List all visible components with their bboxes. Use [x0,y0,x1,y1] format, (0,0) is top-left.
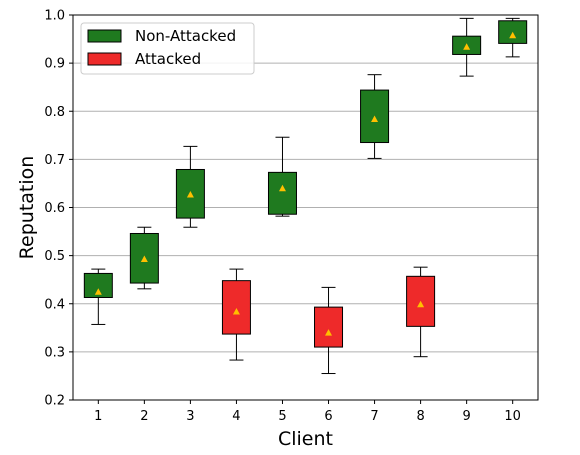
mean-marker [186,191,194,198]
y-tick-label: 0.2 [44,394,65,409]
mean-marker [371,115,379,122]
box-client-6 [314,286,344,375]
x-tick-label: 2 [140,409,148,424]
y-tick-label: 1.0 [44,9,65,24]
box-client-4 [221,268,251,361]
legend-label-attacked: Attacked [135,50,201,68]
mean-marker [278,184,286,192]
mean-marker [232,307,240,315]
iqr-box [175,168,205,219]
mean-marker [325,329,333,336]
y-tick-label: 0.7 [44,153,65,168]
x-tick-label: 9 [462,409,470,424]
x-tick-label: 4 [232,409,240,424]
legend-frame [80,22,255,75]
x-axis-label: Client [278,428,333,450]
y-tick-label: 0.3 [44,345,65,360]
x-axis: 1 2 3 4 5 6 7 8 9 10 [94,400,521,424]
box-client-9 [452,17,482,77]
mean-marker [140,255,148,262]
x-tick-label: 1 [94,409,102,424]
y-tick-label: 0.6 [44,201,65,216]
mean-marker [417,300,425,308]
x-tick-label: 5 [278,409,286,424]
y-tick-label: 0.9 [44,57,65,72]
box-client-5 [267,136,297,217]
boxes-layer [83,17,528,375]
legend-swatch-attacked [87,52,122,66]
box-client-2 [129,226,159,290]
box-client-3 [175,145,205,228]
y-tick-label: 0.5 [44,249,65,264]
y-axis-label: Reputation [16,156,38,260]
box-client-10 [498,17,528,58]
x-tick-label: 10 [504,409,521,424]
iqr-box [267,171,297,215]
x-tick-label: 8 [416,409,424,424]
x-tick-label: 6 [324,409,332,424]
legend-label-non_attacked: Non-Attacked [135,27,236,45]
legend-swatch-non_attacked [87,29,122,43]
legend: Non-Attacked Attacked [80,22,255,75]
y-axis: 0.2 0.3 0.4 0.5 0.6 0.7 0.8 0.9 1.0 [44,9,73,409]
box-client-7 [360,74,390,159]
y-tick-label: 0.4 [44,297,65,312]
x-tick-label: 7 [370,409,378,424]
y-tick-label: 0.8 [44,105,65,120]
mean-marker [509,31,517,39]
x-tick-label: 3 [186,409,194,424]
iqr-box [221,280,251,335]
mean-marker [463,43,471,50]
mean-marker [94,288,102,295]
box-client-1 [83,268,113,325]
box-client-8 [406,266,436,358]
iqr-box [314,306,344,348]
